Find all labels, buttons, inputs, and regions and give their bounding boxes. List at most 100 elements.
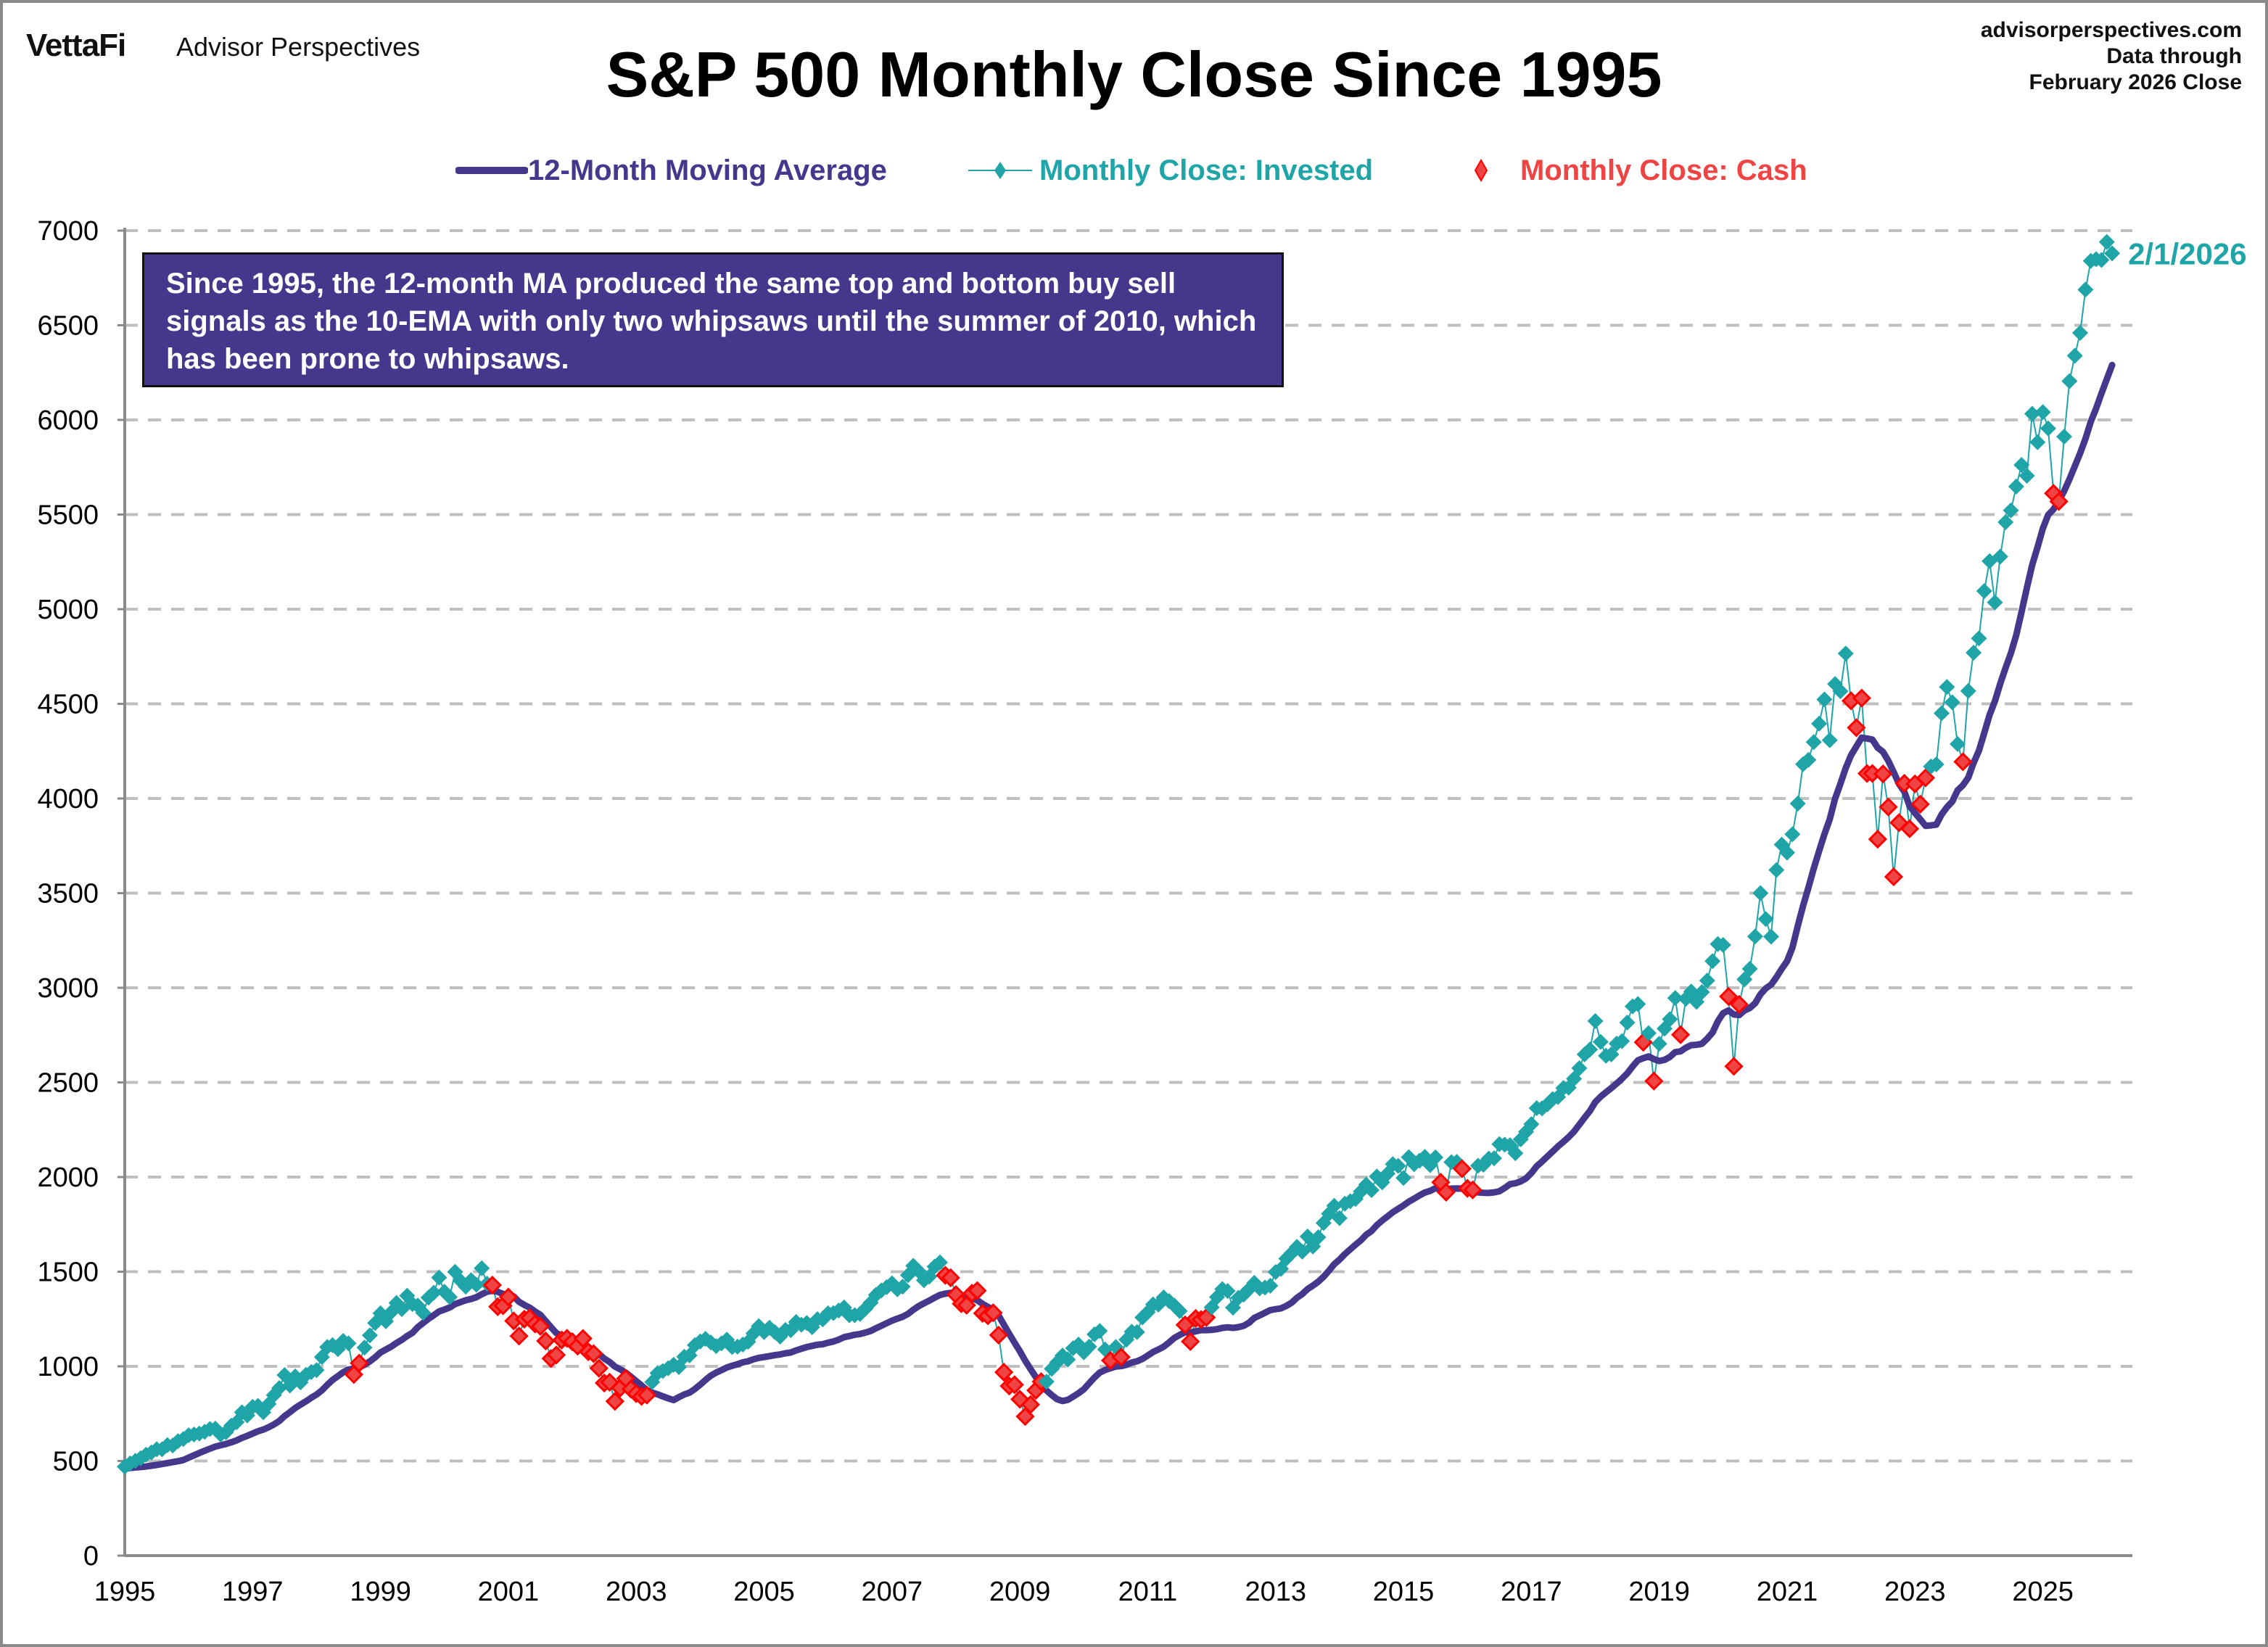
invested-point bbox=[1363, 1182, 1380, 1199]
invested-point bbox=[1837, 645, 1854, 662]
invested-point bbox=[2104, 245, 2121, 262]
cash-point bbox=[1020, 1395, 1040, 1414]
y-tick-label: 3500 bbox=[37, 879, 99, 909]
invested-point bbox=[1928, 756, 1945, 773]
invested-point bbox=[1778, 844, 1795, 861]
cash-point bbox=[1900, 819, 1920, 838]
cash-point bbox=[1873, 764, 1893, 784]
invested-point bbox=[1768, 862, 1785, 878]
monthly-close-points bbox=[117, 234, 2121, 1475]
cash-point bbox=[1436, 1182, 1456, 1202]
source-note: advisorperspectives.com Data through Feb… bbox=[1981, 17, 2242, 96]
invested-point bbox=[361, 1327, 378, 1344]
cash-point bbox=[941, 1268, 960, 1287]
y-tick-label: 0 bbox=[83, 1541, 99, 1572]
invested-point bbox=[2061, 373, 2078, 389]
invested-point bbox=[1800, 751, 1817, 768]
invested-point bbox=[894, 1279, 911, 1295]
cash-point bbox=[1724, 1057, 1744, 1076]
vettafi-logo: VettaFi bbox=[26, 28, 126, 63]
invested-point bbox=[1704, 953, 1721, 970]
cash-point bbox=[498, 1287, 519, 1307]
y-tick-label: 2500 bbox=[37, 1068, 99, 1099]
invested-point bbox=[2018, 467, 2035, 484]
x-tick-label: 2005 bbox=[733, 1577, 795, 1607]
x-tick-label: 2007 bbox=[862, 1577, 923, 1607]
x-tick-label: 2019 bbox=[1628, 1577, 1690, 1607]
invested-point bbox=[1762, 928, 1779, 945]
invested-point bbox=[1741, 960, 1758, 977]
x-tick-label: 2003 bbox=[606, 1577, 667, 1607]
invested-point bbox=[1614, 1033, 1630, 1049]
invested-point bbox=[2003, 502, 2019, 519]
source-date: February 2026 Close bbox=[2029, 70, 2242, 94]
invested-point bbox=[1390, 1157, 1406, 1174]
invested-point bbox=[1816, 691, 1833, 708]
cash-point bbox=[1005, 1375, 1024, 1395]
x-tick-label: 1995 bbox=[94, 1577, 156, 1607]
invested-point bbox=[2093, 252, 2110, 268]
cash-point bbox=[1879, 797, 1898, 817]
cash-point bbox=[536, 1331, 556, 1351]
invested-point bbox=[1507, 1145, 1524, 1162]
invested-point bbox=[2077, 281, 2094, 298]
invested-point bbox=[2008, 478, 2024, 495]
invested-point bbox=[1571, 1060, 1588, 1076]
cash-point bbox=[1670, 1025, 1691, 1044]
chart-title: S&P 500 Monthly Close Since 1995 bbox=[606, 38, 1662, 110]
legend: 12-Month Moving Average Monthly Close: I… bbox=[0, 149, 2268, 192]
cash-point bbox=[2049, 492, 2069, 511]
cash-point bbox=[994, 1362, 1014, 1382]
invested-point bbox=[931, 1254, 948, 1271]
invested-point bbox=[1960, 682, 1976, 699]
cash-point bbox=[1181, 1332, 1200, 1351]
legend-cash-diamond-icon bbox=[1474, 158, 1488, 183]
invested-point bbox=[1784, 826, 1801, 843]
invested-point bbox=[1752, 885, 1769, 901]
moving-average-series bbox=[121, 361, 2116, 1472]
x-tick-label: 2025 bbox=[2012, 1577, 2074, 1607]
y-axis-labels: 0 500 1000 1500 2000 2500 3000 3500 4000 4500 5000… bbox=[37, 216, 99, 1572]
y-tick-label: 2000 bbox=[37, 1163, 99, 1193]
y-tick-label: 6000 bbox=[37, 405, 99, 436]
invested-point bbox=[1326, 1197, 1343, 1214]
invested-point bbox=[1523, 1116, 1540, 1133]
x-tick-label: 2011 bbox=[1118, 1577, 1178, 1607]
cash-point bbox=[637, 1385, 657, 1405]
cash-point bbox=[1111, 1347, 1131, 1367]
y-tick-label: 500 bbox=[53, 1447, 99, 1477]
invested-point bbox=[1934, 705, 1950, 722]
invested-point bbox=[1992, 548, 2008, 565]
cash-point bbox=[968, 1281, 987, 1300]
legend-item-ma: 12-Month Moving Average bbox=[455, 149, 887, 192]
y-tick-label: 5500 bbox=[37, 500, 99, 531]
moving-average-line bbox=[121, 361, 2116, 1472]
invested-point bbox=[1939, 679, 1955, 695]
invested-point bbox=[1811, 715, 1828, 732]
legend-cash-label: Monthly Close: Cash bbox=[1520, 154, 1807, 186]
invested-point bbox=[308, 1362, 325, 1379]
invested-point bbox=[1944, 694, 1960, 711]
invested-point bbox=[431, 1269, 448, 1286]
cash-point bbox=[1884, 867, 1904, 887]
source-url: advisorperspectives.com bbox=[1980, 18, 2242, 42]
x-tick-label: 2001 bbox=[478, 1577, 540, 1607]
cash-point bbox=[1910, 794, 1930, 814]
x-tick-label: 2023 bbox=[1884, 1577, 1946, 1607]
cash-point bbox=[1852, 688, 1871, 708]
invested-point bbox=[1331, 1210, 1348, 1226]
invested-point bbox=[1038, 1374, 1055, 1390]
invested-point bbox=[1987, 594, 2003, 611]
invested-point bbox=[1427, 1149, 1444, 1165]
cash-point bbox=[584, 1344, 603, 1363]
invested-point bbox=[1630, 996, 1646, 1012]
cash-point bbox=[1729, 994, 1749, 1015]
invested-point bbox=[1592, 1033, 1609, 1050]
invested-point bbox=[2034, 404, 2051, 421]
cash-point bbox=[482, 1275, 503, 1295]
invested-point bbox=[1976, 582, 1992, 599]
invested-point bbox=[1832, 683, 1849, 700]
invested-point bbox=[1694, 984, 1710, 1001]
cash-point bbox=[573, 1329, 593, 1348]
